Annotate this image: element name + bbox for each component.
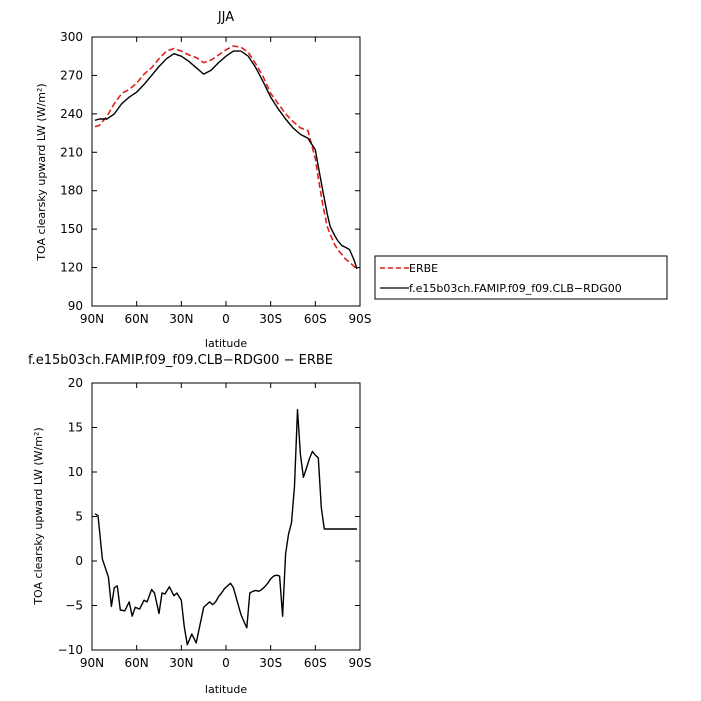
y-tick-label: 10	[68, 465, 83, 479]
series-line-1	[94, 45, 358, 271]
x-tick-label: 60S	[304, 312, 327, 326]
x-tick-label: 0	[222, 312, 230, 326]
x-tick-label: 0	[222, 656, 230, 670]
x-tick-label: 90N	[80, 312, 104, 326]
y-tick-label: 240	[60, 107, 83, 121]
y-tick-label: 210	[60, 145, 83, 159]
series-line-2	[94, 50, 358, 270]
top-chart-xlabel: latitude	[205, 337, 247, 350]
bottom-chart-title: f.e15b03ch.FAMIP.f09_f09.CLB−RDG00 − ERB…	[28, 353, 333, 368]
y-tick-label: 150	[60, 222, 83, 236]
x-tick-label: 30N	[169, 312, 193, 326]
bottom-chart-xlabel: latitude	[205, 683, 247, 696]
x-tick-label: 30N	[169, 656, 193, 670]
y-tick-label: 20	[68, 376, 83, 390]
top-chart-frame	[91, 36, 361, 307]
bottom-chart-frame	[91, 382, 361, 651]
top-chart-axis-ticks: 90N 60N 30N 0 30S 60S 90S 90 120 150 180 210 240 270 3…	[60, 30, 371, 326]
top-chart-series	[94, 45, 358, 271]
y-tick-label: 0	[75, 554, 83, 568]
x-tick-label: 90N	[80, 656, 104, 670]
x-tick-label: 60S	[304, 656, 327, 670]
y-tick-label: 180	[60, 184, 83, 198]
y-tick-label: 270	[60, 68, 83, 82]
x-tick-label: 60N	[125, 312, 149, 326]
bottom-chart: f.e15b03ch.FAMIP.f09_f09.CLB−RDG00 − ERB…	[28, 353, 371, 696]
legend-label-model: f.e15b03ch.FAMIP.f09_f09.CLB−RDG00	[409, 282, 622, 295]
x-tick-label: 90S	[349, 656, 372, 670]
x-tick-label: 30S	[259, 312, 282, 326]
bottom-chart-series	[94, 409, 357, 646]
y-tick-label: 90	[68, 299, 83, 313]
y-tick-label: 120	[60, 261, 83, 275]
top-chart-legend: ERBE f.e15b03ch.FAMIP.f09_f09.CLB−RDG00	[374, 255, 668, 300]
y-tick-label: −10	[58, 643, 83, 657]
bottom-chart-ylabel: TOA clearsky upward LW (W/m²)	[32, 427, 45, 605]
y-tick-label: −5	[65, 599, 83, 613]
top-chart-title: JJA	[217, 10, 234, 25]
legend-box	[374, 255, 668, 300]
legend-label-erbe: ERBE	[409, 262, 438, 275]
x-tick-label: 60N	[125, 656, 149, 670]
top-chart: JJA TOA clearsky upward LW (W/m²) latitu…	[35, 10, 371, 350]
y-tick-label: 5	[75, 510, 83, 524]
x-tick-label: 30S	[259, 656, 282, 670]
top-chart-ylabel: TOA clearsky upward LW (W/m²)	[35, 83, 48, 261]
x-tick-label: 90S	[349, 312, 372, 326]
bottom-chart-axis-ticks: 90N 60N 30N 0 30S 60S 90S −10 −5 0 5 10 15 20	[58, 376, 372, 670]
y-tick-label: 15	[68, 421, 83, 435]
series-line-1	[94, 409, 357, 646]
y-tick-label: 300	[60, 30, 83, 44]
